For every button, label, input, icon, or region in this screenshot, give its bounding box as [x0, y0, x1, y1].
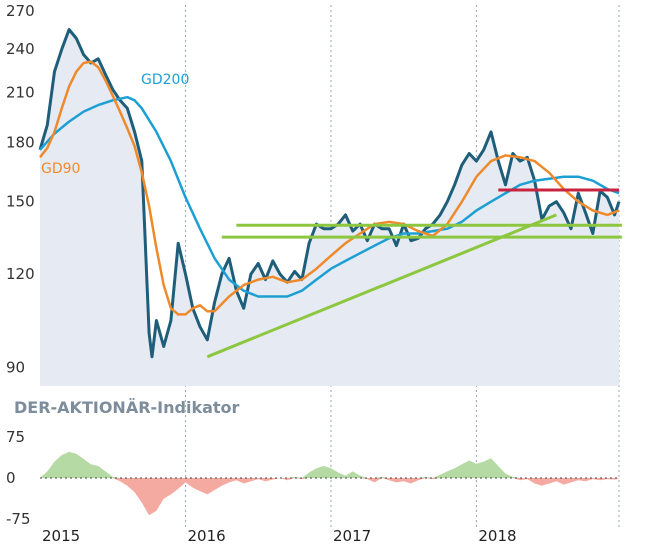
y-tick-label-150: 150: [6, 193, 35, 211]
y-tick-label-270: 270: [6, 2, 35, 20]
gd90-line: [39, 60, 620, 316]
indicator-y-tick-label-75: 75: [6, 428, 25, 446]
x-tick-label-2018: 2018: [478, 527, 516, 545]
x-tick-label-2017: 2017: [333, 527, 371, 545]
indicator-negative-area: [40, 478, 619, 516]
gd200-line: [39, 95, 620, 298]
price-line: [38, 28, 621, 359]
indicator-title: DER-AKTIONÄR-Indikator: [14, 398, 240, 417]
y-tick-label-210: 210: [6, 84, 35, 102]
indicator-positive-area: [40, 451, 619, 478]
x-tick-label-2015: 2015: [42, 527, 80, 545]
series-label-gd200: GD200: [141, 72, 189, 88]
y-tick-label-120: 120: [6, 265, 35, 283]
series-label-gd90: GD90: [41, 161, 80, 177]
y-tick-label-240: 240: [6, 40, 35, 58]
x-tick-label-2016: 2016: [188, 527, 226, 545]
y-tick-label-180: 180: [6, 134, 35, 152]
indicator-y-tick-label-0: 0: [6, 469, 16, 487]
indicator-y-tick-label-neg75: -75: [6, 510, 31, 528]
y-tick-label-90: 90: [6, 359, 25, 377]
price-area-fill: [40, 29, 619, 386]
